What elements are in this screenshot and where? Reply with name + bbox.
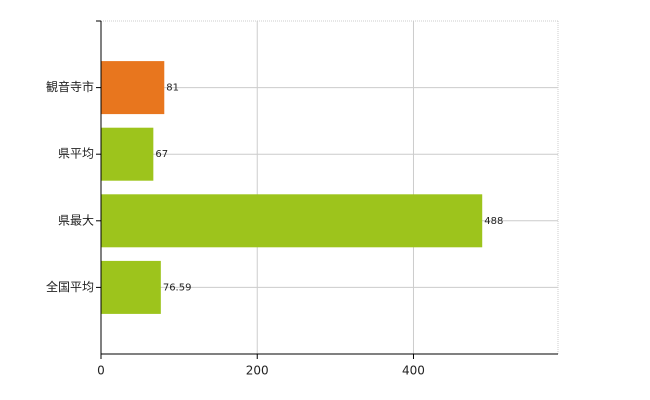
- bar: [101, 127, 154, 181]
- value-label: 76.59: [163, 282, 192, 293]
- y-tick-label: 県最大: [58, 213, 94, 227]
- bar: [101, 260, 161, 314]
- y-tick-label: 観音寺市: [46, 79, 94, 94]
- y-tick-label: 県平均: [58, 147, 94, 161]
- x-tick-label: 0: [97, 364, 105, 378]
- value-label: 67: [155, 149, 168, 160]
- y-tick-label: 全国平均: [46, 279, 94, 294]
- x-tick-label: 400: [402, 364, 425, 378]
- value-label: 488: [484, 216, 503, 227]
- value-label: 81: [166, 83, 179, 94]
- bar: [101, 61, 165, 115]
- x-tick-label: 200: [246, 364, 269, 378]
- bar: [101, 194, 483, 248]
